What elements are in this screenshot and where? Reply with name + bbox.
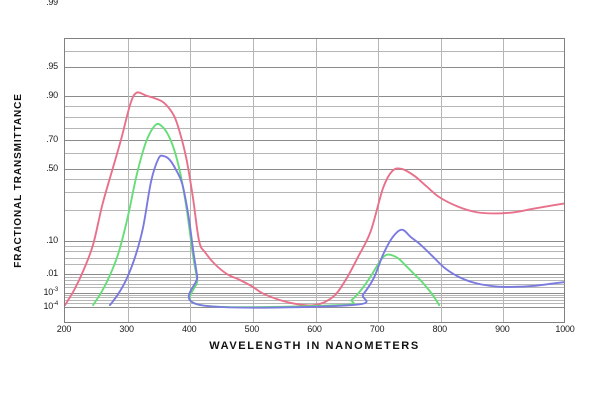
y-axis-tick: .10 bbox=[46, 235, 58, 245]
gridline-horizontal bbox=[65, 287, 564, 288]
gridline-horizontal bbox=[65, 284, 564, 285]
gridline-horizontal bbox=[65, 295, 564, 296]
x-axis-tick: 500 bbox=[244, 324, 260, 334]
x-axis-tick: 800 bbox=[432, 324, 448, 334]
gridline-horizontal bbox=[65, 251, 564, 252]
gridline-horizontal bbox=[65, 153, 564, 154]
y-axis-tick-labels: .99 .95 .90 .70 .50 .10 .01 10-3 10-4 bbox=[0, 0, 62, 400]
gridline-horizontal bbox=[65, 106, 564, 107]
plot-area bbox=[64, 38, 565, 323]
gridline-horizontal bbox=[65, 246, 564, 247]
y-axis-tick: .50 bbox=[46, 163, 58, 173]
x-axis-tick: 700 bbox=[369, 324, 385, 334]
curve-blue bbox=[108, 154, 564, 309]
gridline-horizontal bbox=[65, 300, 564, 301]
x-axis-tick: 600 bbox=[307, 324, 322, 334]
gridline-horizontal bbox=[65, 264, 564, 265]
y-axis-tick: .70 bbox=[46, 134, 58, 144]
x-axis-tick: 400 bbox=[182, 324, 197, 334]
gridline-vertical bbox=[503, 39, 504, 322]
x-axis-tick: 900 bbox=[495, 324, 510, 334]
gridline-vertical bbox=[253, 39, 254, 322]
gridline-horizontal bbox=[65, 210, 564, 211]
gridline-vertical bbox=[128, 39, 129, 322]
gridline-horizontal bbox=[65, 297, 564, 298]
gridline-horizontal bbox=[65, 258, 564, 259]
gridline-horizontal bbox=[65, 140, 564, 141]
x-axis-tick-labels: 200 300 400 500 600 700 800 900 1000 bbox=[0, 324, 600, 340]
gridline-horizontal bbox=[65, 277, 564, 278]
curve-layer bbox=[65, 91, 564, 309]
x-axis-tick: 200 bbox=[56, 324, 72, 334]
y-axis-tick: .90 bbox=[46, 90, 58, 100]
y-axis-tick: .95 bbox=[46, 61, 58, 71]
x-axis-title: WAVELENGTH IN NANOMETERS bbox=[209, 340, 420, 352]
y-axis-tick: .01 bbox=[46, 268, 58, 278]
gridline-horizontal bbox=[65, 241, 564, 242]
gridline-vertical bbox=[441, 39, 442, 322]
gridline-horizontal bbox=[65, 128, 564, 129]
y-axis-tick: 10-4 bbox=[43, 301, 58, 311]
x-axis-tick: 1000 bbox=[555, 324, 575, 334]
gridline-horizontal bbox=[65, 179, 564, 180]
gridline-horizontal bbox=[65, 192, 564, 193]
gridline-horizontal bbox=[65, 303, 564, 304]
y-axis-tick: .99 bbox=[46, 0, 58, 7]
gridline-vertical bbox=[378, 39, 379, 322]
gridline-horizontal bbox=[65, 67, 564, 68]
gridline-horizontal bbox=[65, 169, 564, 170]
curve-red bbox=[65, 91, 564, 307]
gridline-vertical bbox=[316, 39, 317, 322]
gridline-horizontal bbox=[65, 96, 564, 97]
gridline-horizontal bbox=[65, 51, 564, 52]
gridline-horizontal bbox=[65, 274, 564, 275]
gridline-horizontal bbox=[65, 280, 564, 281]
y-axis-tick: 10-3 bbox=[43, 287, 58, 297]
gridline-horizontal bbox=[65, 117, 564, 118]
curve-green bbox=[92, 122, 441, 309]
gridline-horizontal bbox=[65, 293, 564, 294]
x-axis-tick: 300 bbox=[119, 324, 134, 334]
